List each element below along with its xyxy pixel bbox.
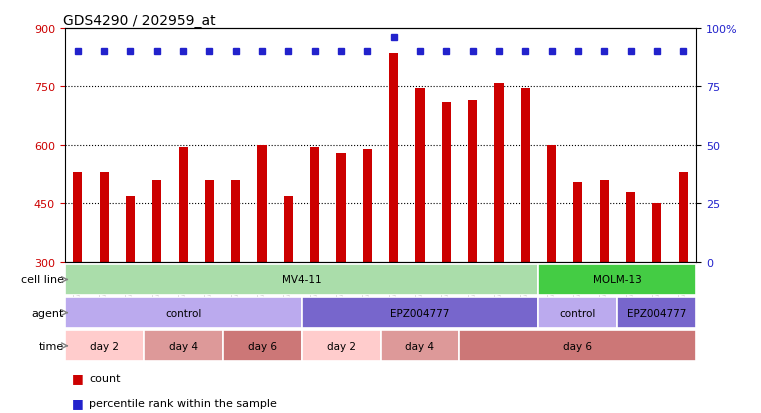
Text: day 4: day 4 [169, 341, 198, 351]
Bar [257, 145, 266, 379]
Bar [310, 147, 320, 379]
Text: MOLM-13: MOLM-13 [593, 275, 642, 285]
Text: EPZ004777: EPZ004777 [627, 308, 686, 318]
Bar [65, 330, 144, 361]
Bar [547, 145, 556, 379]
Bar [152, 180, 161, 379]
Text: GDS4290 / 202959_at: GDS4290 / 202959_at [63, 14, 216, 28]
Bar [73, 173, 82, 379]
Text: control: control [559, 308, 596, 318]
Bar [336, 153, 345, 379]
Text: day 6: day 6 [247, 341, 276, 351]
Text: MV4-11: MV4-11 [282, 275, 321, 285]
Bar [468, 101, 477, 379]
Bar [521, 89, 530, 379]
Text: day 2: day 2 [326, 341, 355, 351]
Text: day 6: day 6 [563, 341, 592, 351]
Bar [539, 297, 617, 328]
Text: time: time [39, 341, 64, 351]
Bar [441, 103, 451, 379]
Text: ■: ■ [72, 396, 84, 409]
Bar [301, 297, 539, 328]
Bar [231, 180, 240, 379]
Bar [284, 196, 293, 379]
Bar [389, 54, 398, 379]
Bar [460, 330, 696, 361]
Text: count: count [89, 373, 120, 383]
Bar [626, 192, 635, 379]
Text: ■: ■ [72, 371, 84, 385]
Bar [679, 173, 688, 379]
Bar [126, 196, 135, 379]
Bar [301, 330, 380, 361]
Bar [617, 297, 696, 328]
Text: control: control [165, 308, 202, 318]
Bar [363, 150, 372, 379]
Bar [573, 183, 582, 379]
Bar [600, 180, 609, 379]
Bar [416, 89, 425, 379]
Text: percentile rank within the sample: percentile rank within the sample [89, 398, 277, 408]
Text: day 2: day 2 [90, 341, 119, 351]
Bar [100, 173, 109, 379]
Bar [179, 147, 188, 379]
Bar [652, 204, 661, 379]
Text: agent: agent [32, 308, 64, 318]
Bar [65, 264, 539, 295]
Text: EPZ004777: EPZ004777 [390, 308, 450, 318]
Bar [223, 330, 301, 361]
Bar [65, 297, 301, 328]
Text: cell line: cell line [21, 275, 64, 285]
Bar [539, 264, 696, 295]
Bar [144, 330, 223, 361]
Bar [380, 330, 460, 361]
Bar [495, 83, 504, 379]
Text: day 4: day 4 [406, 341, 435, 351]
Bar [205, 180, 214, 379]
